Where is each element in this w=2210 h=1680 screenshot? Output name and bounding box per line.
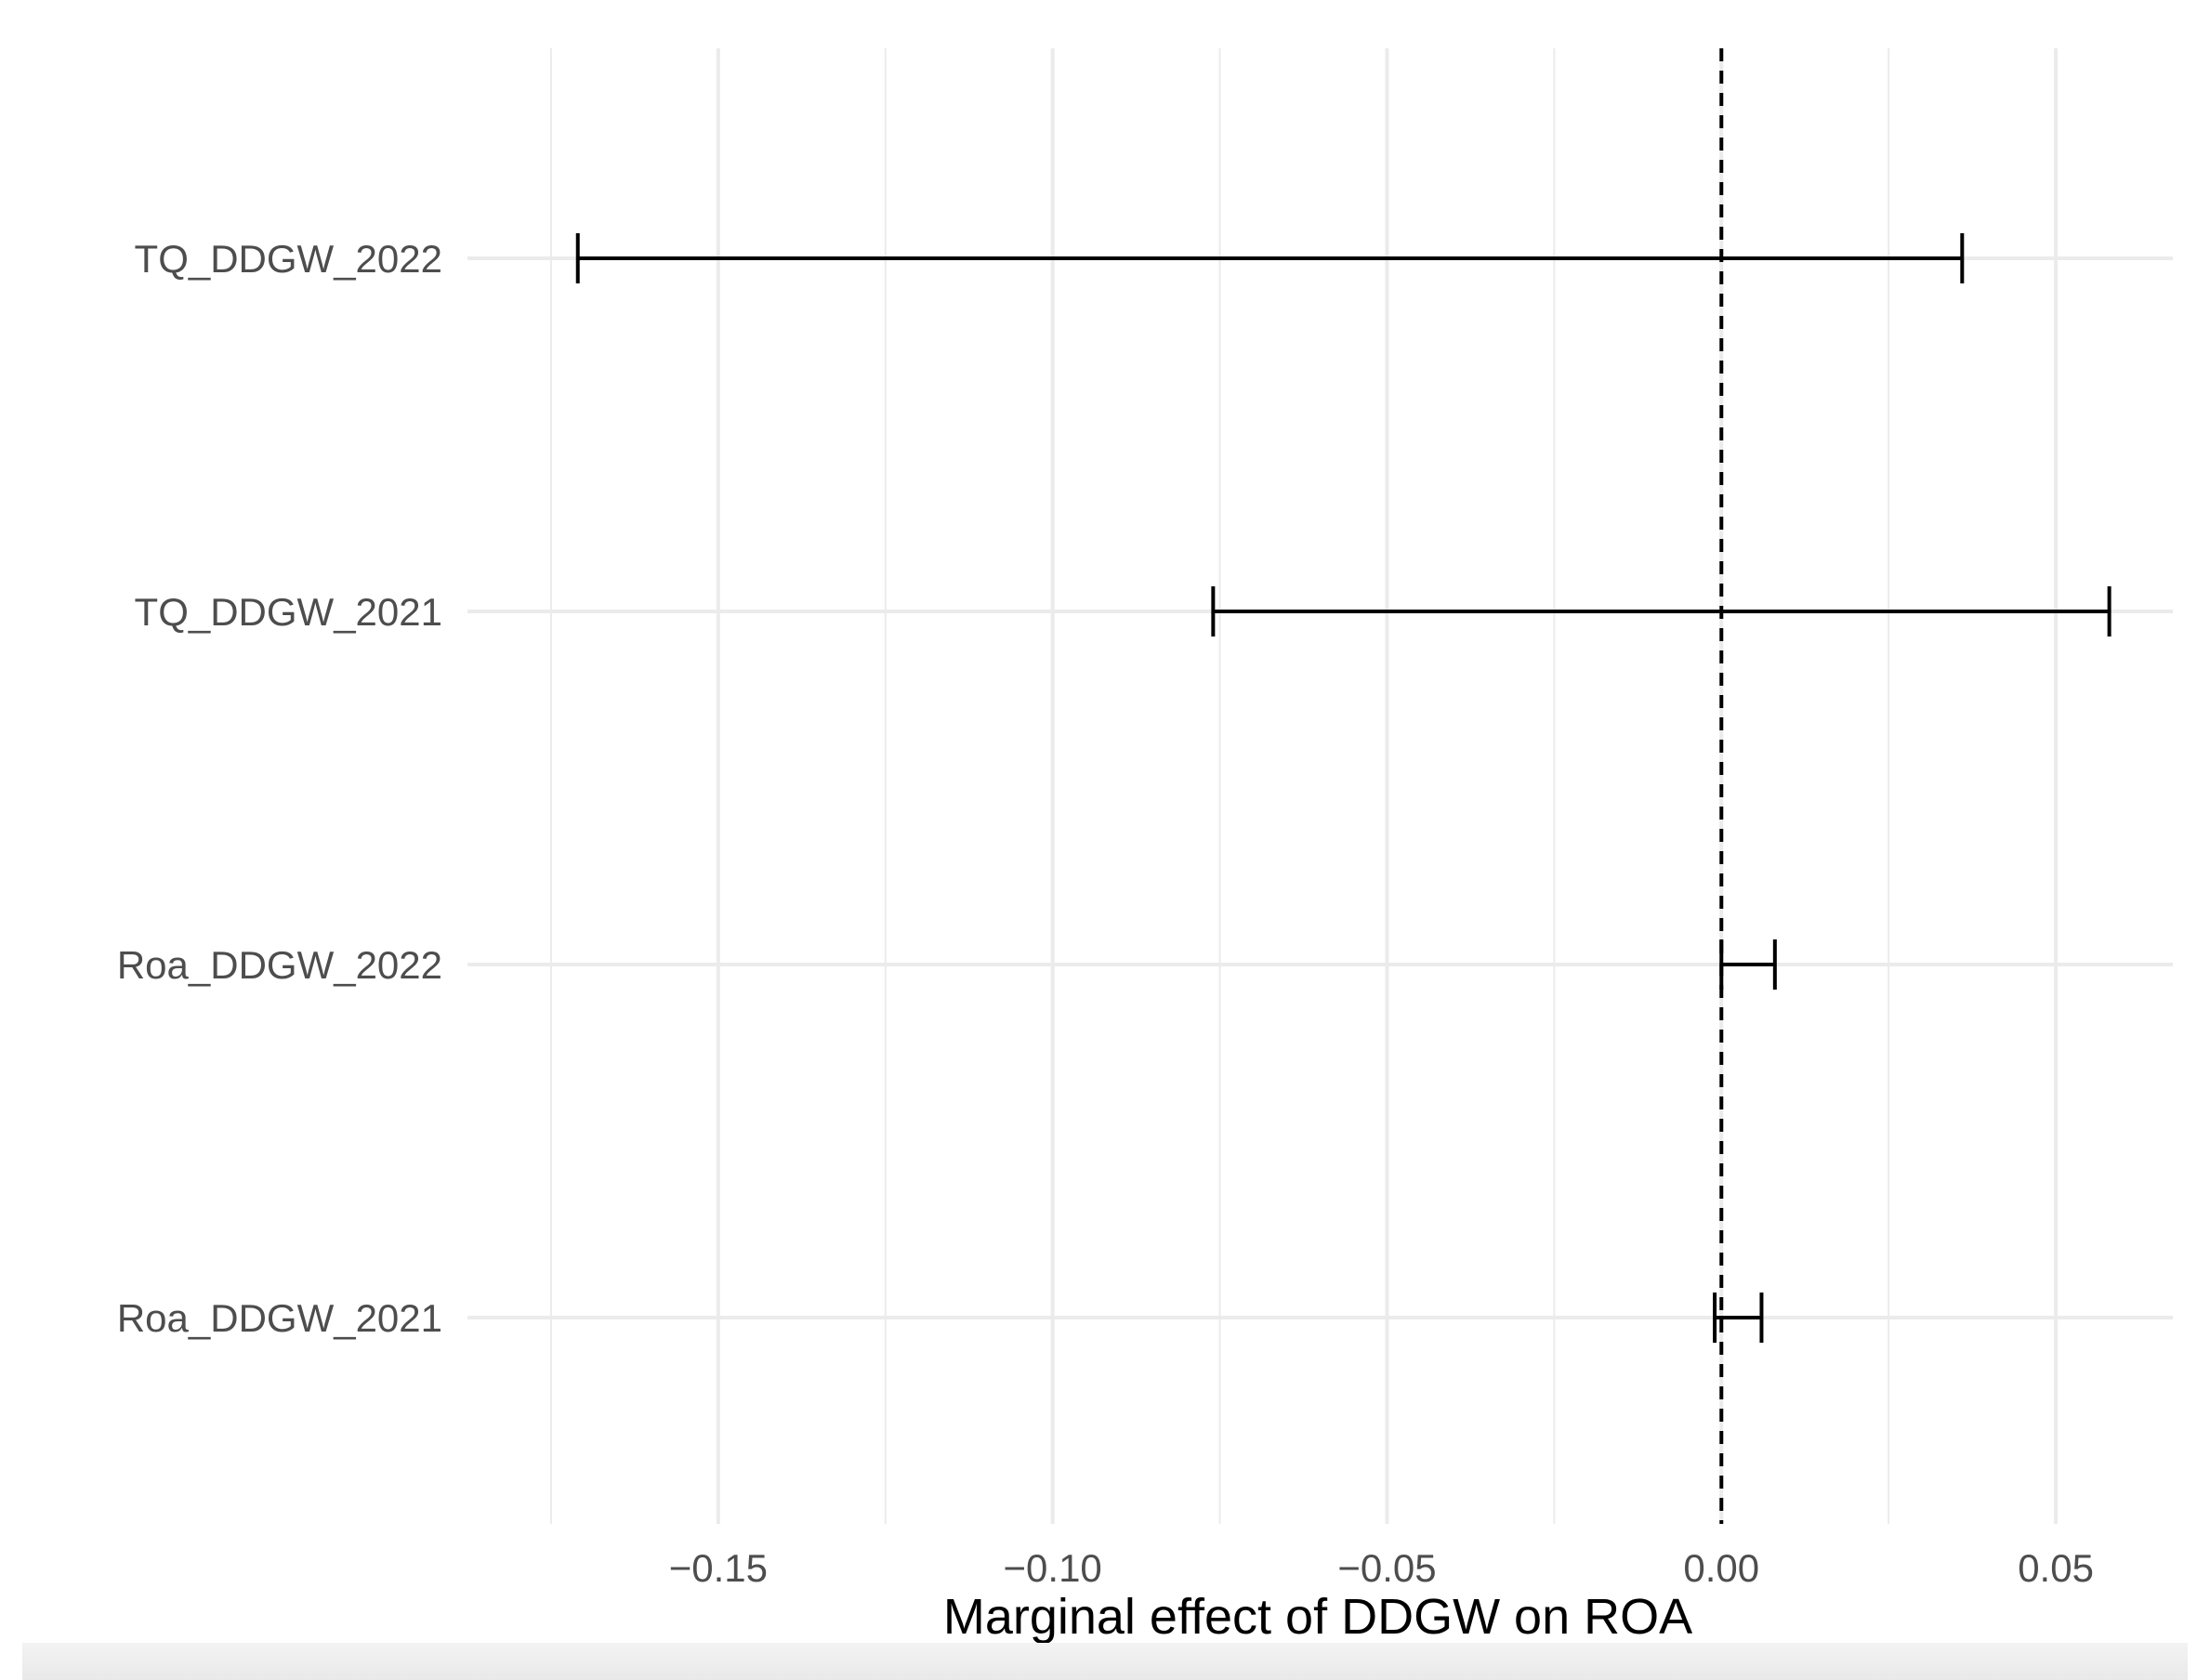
errorbar-TQ_DDGW_2022 [575,233,1965,283]
error-bars [575,233,2111,1343]
x-tick-label: 0.05 [2018,1546,2094,1590]
x-tick-label: −0.10 [1004,1546,1102,1590]
x-axis-title: Marginal effect of DDGW on ROA [943,1589,1692,1645]
x-tick-label: −0.05 [1337,1546,1436,1590]
bottom-band [22,1643,2188,1680]
errorbar-TQ_DDGW_2021 [1211,586,2111,637]
y-axis-labels: TQ_DDGW_2022 TQ_DDGW_2021 Roa_DDGW_2022 Roa… [117,237,442,1340]
x-tick-label: 0.00 [1683,1546,1759,1590]
y-tick-label: Roa_DDGW_2021 [117,1296,442,1340]
errorbar-Roa_DDGW_2022 [1719,939,1777,990]
x-axis-labels: −0.15 −0.10 −0.05 0.00 0.05 [669,1546,2094,1590]
x-tick-label: −0.15 [669,1546,768,1590]
y-tick-label: TQ_DDGW_2021 [135,590,442,634]
y-tick-label: TQ_DDGW_2022 [135,237,442,281]
grid-lines [467,48,2173,1524]
y-tick-label: Roa_DDGW_2022 [117,943,442,987]
errorbar-Roa_DDGW_2021 [1713,1293,1764,1343]
